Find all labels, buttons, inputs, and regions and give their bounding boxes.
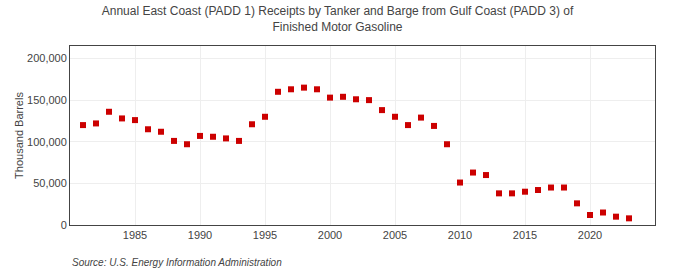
- svg-text:50,000: 50,000: [33, 177, 67, 189]
- svg-text:2005: 2005: [383, 229, 407, 241]
- svg-text:Annual East Coast (PADD 1) Rec: Annual East Coast (PADD 1) Receipts by T…: [102, 4, 574, 34]
- svg-text:200,000: 200,000: [27, 52, 67, 64]
- svg-text:100,000: 100,000: [27, 136, 67, 148]
- svg-text:1985: 1985: [123, 229, 147, 241]
- svg-text:1990: 1990: [188, 229, 212, 241]
- svg-text:Thousand Barrels: Thousand Barrels: [13, 92, 25, 179]
- svg-text:Source: U.S. Energy Informatio: Source: U.S. Energy Information Administ…: [72, 257, 282, 268]
- svg-text:1995: 1995: [253, 229, 277, 241]
- svg-text:150,000: 150,000: [27, 94, 67, 106]
- svg-text:2000: 2000: [318, 229, 342, 241]
- svg-text:2010: 2010: [448, 229, 472, 241]
- svg-text:0: 0: [61, 219, 67, 231]
- svg-text:2020: 2020: [578, 229, 602, 241]
- svg-text:2015: 2015: [513, 229, 537, 241]
